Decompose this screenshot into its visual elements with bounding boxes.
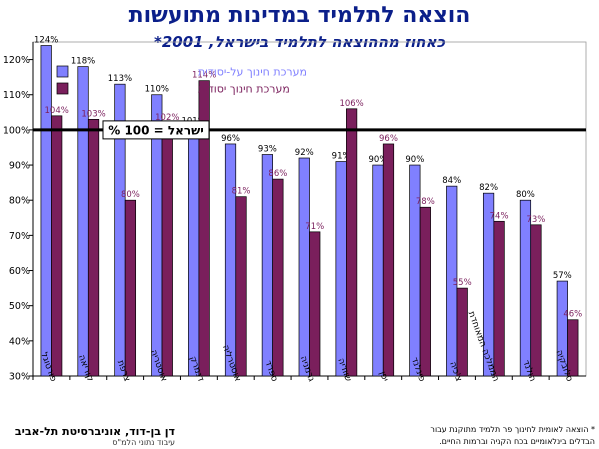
footer-note-line2: הבדלים בינלאומיים בכח הקניה וברמות החיים… (439, 437, 595, 446)
data-label: 90% (369, 155, 388, 165)
data-label: 124% (34, 36, 58, 46)
bar-primary (309, 231, 321, 377)
data-label: 118% (71, 57, 95, 67)
data-label: 114% (192, 71, 216, 81)
bar-primary (51, 115, 63, 377)
bar-secondary (446, 185, 458, 377)
data-label: 81% (232, 187, 251, 197)
data-label: 93% (258, 145, 277, 155)
data-label: 96% (379, 134, 398, 144)
data-label: 80% (121, 190, 140, 200)
data-label: 82% (479, 183, 498, 193)
data-label: 78% (416, 197, 435, 207)
bar-primary (124, 199, 137, 377)
y-tick-label: 80% (9, 196, 30, 207)
data-label: 103% (81, 109, 105, 119)
data-label: 86% (268, 169, 287, 179)
y-tick-label: 120% (3, 55, 30, 66)
bar-secondary (224, 143, 237, 377)
y-tick-label: 30% (9, 372, 30, 383)
y-tick-label: 90% (9, 161, 30, 172)
legend-swatch (56, 65, 69, 78)
bar-primary (456, 287, 468, 377)
data-label: 113% (108, 74, 132, 84)
data-label: 84% (442, 176, 461, 186)
bar-secondary (335, 161, 347, 377)
bar-secondary (261, 154, 273, 377)
y-tick-label: 50% (9, 301, 30, 312)
bar-primary (530, 224, 542, 377)
legend-label: מערכת חינוך יסודית (198, 83, 290, 96)
x-tick-label: יפן (377, 370, 390, 383)
bar-primary (87, 118, 100, 377)
bar-secondary (519, 199, 532, 377)
data-label: 96% (221, 134, 240, 144)
bar-primary (161, 122, 173, 377)
y-tick-label: 110% (3, 90, 30, 101)
y-tick-label: 100% (3, 125, 30, 136)
bar-primary (567, 319, 579, 377)
data-label: 80% (516, 190, 535, 200)
y-tick-label: 70% (9, 231, 30, 242)
bar-primary (493, 220, 505, 377)
bar-secondary (298, 157, 310, 377)
data-label: 55% (453, 278, 472, 288)
data-label: 71% (305, 222, 324, 232)
chart-title: הוצאה לתלמיד במדינות מתועשות (128, 3, 471, 28)
data-label: 102% (155, 113, 179, 123)
data-label: 74% (490, 211, 509, 221)
legend-label: מערכת חינוך על-יסודית (198, 66, 307, 79)
data-label: 106% (339, 99, 363, 109)
data-label: 46% (563, 310, 582, 320)
data-label: 92% (295, 148, 314, 158)
bar-primary (272, 178, 284, 377)
data-label: 104% (45, 106, 69, 116)
legend-swatch (56, 82, 69, 95)
data-label: 110% (145, 85, 169, 95)
bar-primary (235, 196, 247, 377)
reference-label-box (102, 120, 210, 140)
footer-processing: עיבוד נתוני הלמ"ס (112, 438, 175, 447)
bar-secondary (188, 126, 200, 377)
y-tick-label: 60% (9, 266, 30, 277)
bar-secondary (372, 164, 384, 377)
bar-primary (419, 206, 431, 377)
data-label: 73% (526, 215, 545, 225)
data-label: 90% (405, 155, 424, 165)
bar-secondary (40, 45, 52, 377)
reference-label: ישראל = 100 % (108, 123, 204, 137)
footer-note-line1: * הוצאה לאומית לחינוך פר תלמיד מתוקנת עב… (430, 425, 595, 434)
bar-primary (198, 80, 210, 377)
y-tick-label: 40% (9, 336, 30, 347)
data-label: 57% (553, 271, 572, 281)
bar-primary (346, 108, 358, 377)
data-label: 91% (332, 152, 351, 162)
footer-author: דן בן-דוד, אוניברסיטת תל-אביב (14, 425, 175, 438)
bar-primary (382, 143, 395, 377)
